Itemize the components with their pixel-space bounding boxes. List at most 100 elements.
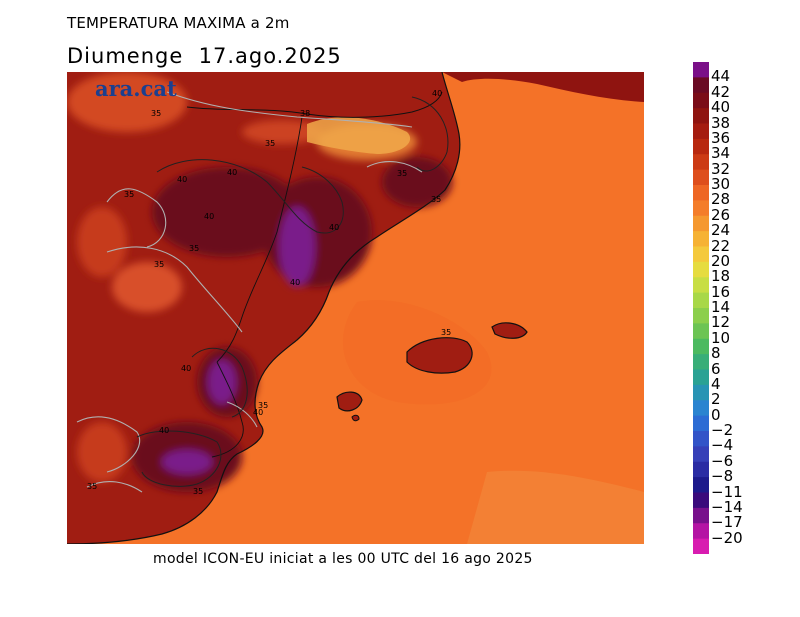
colorbar-tick-label: −4 bbox=[711, 436, 734, 455]
contour-label: 40 bbox=[253, 408, 263, 417]
colorbar-tick-label: 26 bbox=[711, 205, 731, 224]
contour-labels: 40 38 35 35 40 40 35 35 40 40 35 35 40 3… bbox=[87, 89, 451, 496]
pyrenees-hot-band bbox=[307, 117, 411, 154]
colorbar-tick-label: 44 bbox=[711, 67, 731, 86]
colorbar-swatch bbox=[693, 169, 709, 186]
colorbar-tick-label: 42 bbox=[711, 82, 731, 101]
colorbar-swatch bbox=[693, 261, 709, 278]
colorbar-tick-label: 4 bbox=[711, 374, 721, 393]
colorbar-swatch bbox=[693, 154, 709, 171]
colorbar-swatch bbox=[693, 338, 709, 355]
mallorca-island bbox=[406, 337, 473, 374]
colorbar-swatch bbox=[693, 92, 709, 109]
colorbar-tick-label: 8 bbox=[711, 344, 721, 363]
colorbar-tick-label: −8 bbox=[711, 467, 734, 486]
contour-label: 35 bbox=[441, 328, 451, 337]
colorbar-tick-label: −6 bbox=[711, 451, 734, 470]
contour-label: 40 bbox=[204, 212, 214, 221]
colorbar-tick-label: 16 bbox=[711, 282, 731, 301]
colorbar-swatch bbox=[693, 369, 709, 386]
hottest-zone-3 bbox=[162, 450, 212, 474]
colorbar-tick-label: −14 bbox=[711, 497, 743, 516]
colorbar-swatch bbox=[693, 507, 709, 524]
contour-label: 40 bbox=[432, 89, 442, 98]
ibiza-island bbox=[336, 391, 363, 412]
model-info-caption: model ICON-EU iniciat a les 00 UTC del 1… bbox=[153, 551, 533, 567]
colorbar-tick-label: 28 bbox=[711, 190, 731, 209]
coastline bbox=[67, 72, 461, 544]
colorbar-tick-label: 40 bbox=[711, 98, 731, 117]
colorbar-tick-label: 6 bbox=[711, 359, 721, 378]
colorbar-swatch bbox=[693, 400, 709, 417]
colorbar-swatch bbox=[693, 431, 709, 447]
colorbar-tick-label: −2 bbox=[711, 421, 734, 439]
contour-label: 35 bbox=[151, 109, 161, 118]
contour-label: 35 bbox=[431, 195, 441, 204]
colorbar-tick-label: 2 bbox=[711, 390, 721, 409]
contour-label: 40 bbox=[181, 364, 191, 373]
colorbar-tick-label: 22 bbox=[711, 236, 731, 255]
contour-40-coast bbox=[411, 96, 449, 172]
hottest-zone-2 bbox=[208, 360, 236, 404]
colorbar-tick-label: 30 bbox=[711, 175, 731, 193]
contour-label: 40 bbox=[329, 223, 339, 232]
map-date: Diumenge 17.ago.2025 bbox=[67, 44, 342, 68]
colorbar-svg bbox=[693, 62, 709, 555]
colorbar-swatch bbox=[693, 138, 709, 155]
colorbar-swatch bbox=[693, 62, 709, 78]
colorbar-labels: 44 42 40 38 36 34 32 30 28 26 24 22 20 18 16 14 12 10 8 6 4 2… bbox=[711, 62, 791, 554]
contour-label: 35 bbox=[193, 487, 203, 496]
france-land bbox=[442, 72, 644, 102]
colorbar-tick-label: 24 bbox=[711, 221, 731, 240]
contour-35-central bbox=[106, 246, 243, 333]
colorbar-tick-label: 32 bbox=[711, 159, 731, 178]
colorbar-tick-label: −17 bbox=[711, 513, 743, 532]
colorbar-tick-label: 12 bbox=[711, 313, 731, 332]
contour-label: 35 bbox=[154, 260, 164, 269]
colorbar-swatch bbox=[693, 523, 709, 540]
colorbar-swatch bbox=[693, 108, 709, 125]
colorbar-swatch bbox=[693, 77, 709, 94]
contour-label: 40 bbox=[290, 278, 300, 287]
contour-label: 40 bbox=[177, 175, 187, 184]
contour-35-coast bbox=[366, 161, 423, 173]
contour-label: 35 bbox=[87, 482, 97, 491]
hot-zone-coast bbox=[382, 157, 452, 207]
contour-label: 35 bbox=[265, 139, 275, 148]
colorbar-swatch bbox=[693, 415, 709, 432]
colorbar-swatch bbox=[693, 231, 709, 248]
colorbar-tick-label: −20 bbox=[711, 528, 743, 547]
colorbar-tick-label: 0 bbox=[711, 405, 721, 424]
contour-label: 35 bbox=[397, 169, 407, 178]
contour-40-valencia bbox=[191, 347, 248, 418]
temperature-map-svg: 40 38 35 35 40 40 35 35 40 40 35 35 40 3… bbox=[67, 72, 644, 544]
sea-warm-patch bbox=[467, 470, 644, 544]
contour-label: 40 bbox=[159, 426, 169, 435]
cool-zone-south bbox=[77, 422, 127, 482]
colorbar-tick-label: 34 bbox=[711, 144, 731, 163]
contour-label: 40 bbox=[227, 168, 237, 177]
contour-35-north bbox=[166, 91, 413, 128]
contour-35-valencia bbox=[226, 401, 258, 428]
cool-zone-west bbox=[77, 207, 127, 277]
ara-cat-logo: ara.cat bbox=[95, 76, 177, 101]
contour-35-west bbox=[106, 188, 167, 248]
colorbar-tick-label: 14 bbox=[711, 298, 731, 316]
contour-label: 35 bbox=[189, 244, 199, 253]
contour-40-murcia bbox=[136, 430, 222, 487]
temperature-map: 40 38 35 35 40 40 35 35 40 40 35 35 40 3… bbox=[67, 72, 644, 544]
colorbar-swatch bbox=[693, 384, 709, 401]
contour-label: 38 bbox=[300, 109, 310, 118]
colorbar-swatch bbox=[693, 246, 709, 263]
colorbar-swatch bbox=[693, 354, 709, 371]
colorbar-tick-label: 38 bbox=[711, 113, 731, 132]
pyrenees-cool-2 bbox=[242, 120, 322, 144]
region-border-1 bbox=[216, 116, 303, 363]
colorbar-swatch bbox=[693, 123, 709, 140]
contour-label: 35 bbox=[124, 190, 134, 199]
colorbar-swatch bbox=[693, 461, 709, 478]
colorbar-tick-label: 36 bbox=[711, 128, 731, 147]
contour-35-southwest bbox=[86, 481, 143, 493]
colorbar-swatch bbox=[693, 308, 709, 324]
cool-zone-iberian bbox=[112, 262, 182, 312]
